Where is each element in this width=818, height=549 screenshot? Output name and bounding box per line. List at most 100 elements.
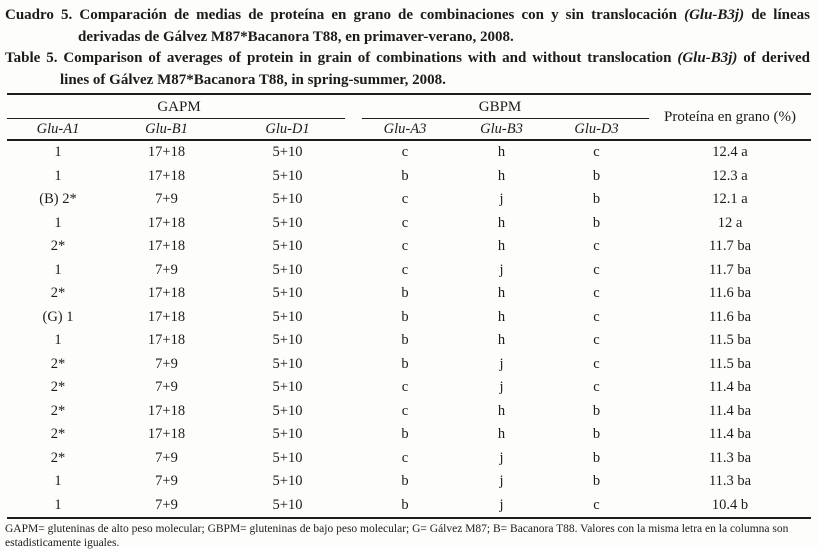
cell-glu-a1: 2* xyxy=(50,379,66,396)
cell-glu-d3: c xyxy=(593,355,600,372)
cell-glu-b3: j xyxy=(499,449,504,466)
table-row: (G) 1 17+18 5+10 b h c 11.6 ba xyxy=(7,306,811,330)
cell-glu-d3: b xyxy=(592,426,601,443)
cell-glu-a3: b xyxy=(401,167,409,184)
cell-glu-d3: c xyxy=(593,496,600,513)
cell-glu-b3: j xyxy=(499,355,504,372)
cell-protein-value: 11.4 ba xyxy=(708,379,752,396)
table-row: 2* 7+9 5+10 c j c 11.4 ba xyxy=(7,376,811,400)
cell-glu-b1: 7+9 xyxy=(155,473,178,490)
column-header-glu-b3: Glu-B3 xyxy=(459,119,544,141)
cell-glu-b1: 17+18 xyxy=(147,402,186,419)
table-row: 2* 17+18 5+10 c h b 11.4 ba xyxy=(7,400,811,424)
cell-glu-a3: c xyxy=(401,402,409,419)
cell-glu-a1: 1 xyxy=(54,332,62,349)
cell-glu-d3: b xyxy=(592,473,601,490)
cell-glu-d3: b xyxy=(592,449,601,466)
cell-glu-d1: 5+10 xyxy=(272,402,303,419)
cell-protein-value: 12.4 a xyxy=(712,144,748,161)
cell-glu-d1: 5+10 xyxy=(272,214,303,231)
table-row: 2* 17+18 5+10 b h b 11.4 ba xyxy=(7,423,811,447)
cell-glu-a3: c xyxy=(401,261,409,278)
cell-glu-a3: c xyxy=(401,191,409,208)
cell-glu-a3: b xyxy=(401,285,409,302)
table-row: 1 17+18 5+10 b h c 11.5 ba xyxy=(7,329,811,353)
caption-english-text-end: of derived xyxy=(737,50,810,66)
caption-spanish-line1: Cuadro 5. Comparación de medias de prote… xyxy=(5,5,810,27)
table-row: 2* 17+18 5+10 c h c 11.7 ba xyxy=(7,235,811,259)
table-row: 2* 7+9 5+10 c j b 11.3 ba xyxy=(7,447,811,471)
cell-protein-value: 11.3 ba xyxy=(708,473,752,490)
cell-glu-d1: 5+10 xyxy=(272,191,303,208)
caption-spanish-line2: derivadas de Gálvez M87*Bacanora T88, en… xyxy=(78,28,514,45)
cell-glu-d1: 5+10 xyxy=(272,496,303,513)
table-row: 1 17+18 5+10 c h c 12.4 a xyxy=(7,140,811,165)
cell-protein-value: 11.5 ba xyxy=(708,332,752,349)
caption-english-line1: Table 5. Comparison of averages of prote… xyxy=(5,48,810,70)
cell-protein-value: 11.6 ba xyxy=(708,308,752,325)
cell-glu-a3: c xyxy=(401,214,409,231)
cell-glu-b3: h xyxy=(497,238,506,255)
cell-protein-value: 11.4 ba xyxy=(708,402,752,419)
cell-protein-value: 12.1 a xyxy=(712,191,748,208)
cell-glu-a3: b xyxy=(401,308,409,325)
column-header-row: Glu-A1 Glu-B1 Glu-D1 Glu-A3 Glu-B3 Glu-D… xyxy=(7,119,811,141)
cell-glu-d1: 5+10 xyxy=(272,308,303,325)
cell-glu-a1: 1 xyxy=(54,261,62,278)
cell-glu-a1: 2* xyxy=(50,238,66,255)
cell-protein-value: 12 a xyxy=(717,214,743,231)
cell-glu-d3: b xyxy=(592,167,601,184)
cell-glu-b3: h xyxy=(497,426,506,443)
cell-glu-d3: b xyxy=(592,191,601,208)
cell-glu-b1: 7+9 xyxy=(155,261,178,278)
table-row: 1 17+18 5+10 b h b 12.3 a xyxy=(7,165,811,189)
cell-glu-d1: 5+10 xyxy=(272,379,303,396)
cell-glu-a3: b xyxy=(401,355,409,372)
cell-glu-a1: 1 xyxy=(54,167,62,184)
cell-glu-b3: j xyxy=(499,473,504,490)
table-row: 1 7+9 5+10 c j c 11.7 ba xyxy=(7,259,811,283)
table-row: (B) 2* 7+9 5+10 c j b 12.1 a xyxy=(7,188,811,212)
gene-name-italic: (Glu-B3j) xyxy=(684,7,745,23)
column-header-glu-a1: Glu-A1 xyxy=(7,119,109,141)
cell-glu-a3: b xyxy=(401,473,409,490)
cell-glu-b3: h xyxy=(497,332,506,349)
table-body: 1 17+18 5+10 c h c 12.4 a 1 17+18 5+10 b… xyxy=(7,140,811,518)
table-row: 1 7+9 5+10 b j c 10.4 b xyxy=(7,494,811,519)
cell-glu-b3: j xyxy=(499,191,504,208)
column-header-glu-a3: Glu-A3 xyxy=(351,119,459,141)
caption-english-text: Table 5. Comparison of averages of prote… xyxy=(5,50,678,66)
cell-glu-d1: 5+10 xyxy=(272,355,303,372)
cell-glu-b3: j xyxy=(499,496,504,513)
cell-glu-d3: c xyxy=(593,308,600,325)
cell-glu-b3: h xyxy=(497,308,506,325)
cell-glu-d3: c xyxy=(593,261,600,278)
cell-glu-b3: j xyxy=(499,379,504,396)
cell-glu-a1: 2* xyxy=(50,449,66,466)
cell-glu-d1: 5+10 xyxy=(272,473,303,490)
cell-glu-a1: (B) 2* xyxy=(39,191,77,208)
table-caption-block: Cuadro 5. Comparación de medias de prote… xyxy=(0,0,818,91)
cell-glu-b3: h xyxy=(497,144,506,161)
table-footnote: GAPM= gluteninas de alto peso molecular;… xyxy=(5,523,789,549)
cell-glu-d1: 5+10 xyxy=(272,167,303,184)
cell-glu-b1: 7+9 xyxy=(155,355,178,372)
cell-glu-d3: b xyxy=(592,402,601,419)
cell-glu-a1: 2* xyxy=(50,355,66,372)
cell-glu-b1: 17+18 xyxy=(147,332,186,349)
cell-glu-b1: 7+9 xyxy=(155,496,178,513)
cell-protein-value: 10.4 b xyxy=(711,496,749,513)
cell-glu-a1: 2* xyxy=(50,402,66,419)
cell-glu-d3: b xyxy=(592,214,601,231)
cell-glu-b3: h xyxy=(497,285,506,302)
cell-glu-b3: j xyxy=(499,261,504,278)
table-header: GAPM GBPM Proteína en grano (%) Glu-A1 G… xyxy=(7,94,812,141)
cell-glu-b1: 7+9 xyxy=(155,449,178,466)
cell-glu-a3: c xyxy=(401,238,409,255)
cell-glu-d1: 5+10 xyxy=(272,144,303,161)
column-header-protein: Proteína en grano (%) xyxy=(649,94,812,141)
cell-glu-a3: b xyxy=(401,332,409,349)
cell-glu-d3: c xyxy=(593,332,600,349)
cell-glu-d1: 5+10 xyxy=(272,426,303,443)
cell-protein-value: 12.3 a xyxy=(712,167,748,184)
